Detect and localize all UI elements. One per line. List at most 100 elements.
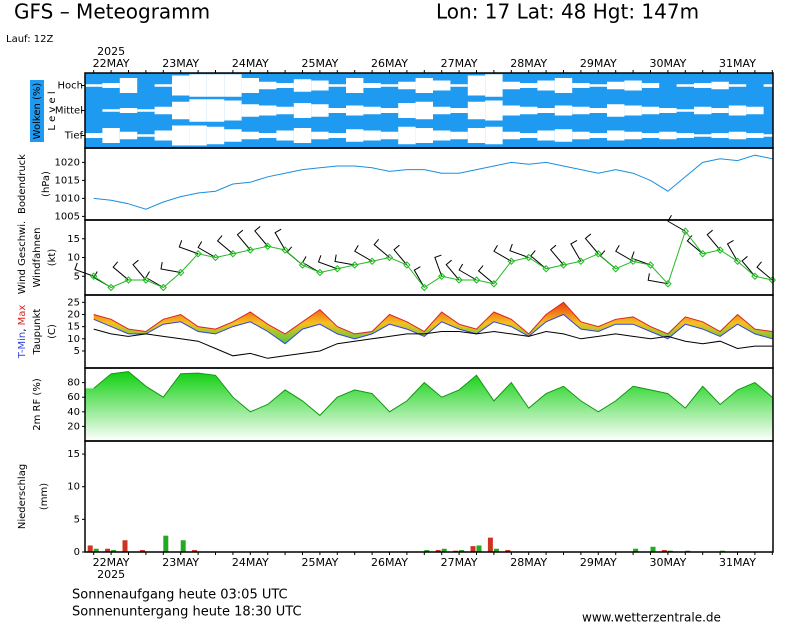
precip-bar (139, 550, 145, 552)
precip-bar (505, 550, 511, 552)
cloud-cover (485, 126, 503, 145)
wind-barb (254, 226, 269, 247)
cloud-cover (137, 134, 155, 137)
wind-point (89, 272, 98, 280)
cloud-cover (467, 128, 486, 143)
wind-point (107, 283, 115, 292)
date-label: 30MAY (649, 556, 686, 569)
y-label2: L e v e l (47, 91, 58, 130)
wind-barb (741, 256, 756, 277)
wind-point (350, 261, 359, 269)
cloud-cover (520, 83, 538, 88)
cloud-cover (624, 105, 642, 116)
wind-point (159, 283, 168, 292)
precip-bar (87, 545, 93, 552)
cloud-cover (554, 129, 573, 142)
cloud-cover (241, 104, 259, 117)
wind-barb (631, 251, 651, 266)
cloud-cover (241, 78, 259, 93)
cloud-cover (172, 101, 190, 120)
cloud-cover (380, 131, 399, 140)
cloud-cover (728, 105, 747, 116)
cloud-cover (433, 80, 451, 91)
cloud-cover (607, 81, 625, 90)
wind-barb (530, 250, 547, 270)
cloud-cover (363, 83, 381, 88)
date-label: 30MAY (649, 57, 686, 70)
date-label: 28MAY (510, 57, 547, 70)
cloud-cover (172, 75, 190, 96)
cloud-cover (520, 133, 538, 138)
wind-point (176, 268, 185, 277)
y-tick-label: 20 (67, 309, 80, 320)
cloud-cover (328, 84, 346, 87)
wind-barb (354, 244, 373, 262)
cloud-cover (467, 75, 486, 96)
location: Lon: 17 Lat: 48 Hgt: 147m (436, 0, 699, 24)
cloud-cover (415, 101, 433, 120)
date-label: 31MAY (719, 556, 756, 569)
cloud-cover (537, 130, 555, 141)
date-label: 23MAY (162, 556, 199, 569)
cloud-cover (189, 74, 207, 97)
wind-point (142, 276, 150, 284)
cloud-cover (276, 83, 294, 88)
precip-bar (650, 546, 656, 552)
cloud-cover (206, 99, 225, 122)
wind-point (281, 246, 289, 254)
cloud-cover (589, 133, 607, 138)
y-tick-label: 15 (67, 449, 80, 460)
cloud-cover (607, 130, 625, 141)
cloud-cover (589, 108, 607, 113)
cloud-cover (119, 108, 138, 113)
cloud-cover (206, 74, 225, 97)
wind-barb (393, 244, 408, 266)
legend-entry: T-Min (17, 332, 28, 360)
wind-point (507, 257, 516, 265)
wind-barb (413, 266, 425, 288)
wind-point (542, 265, 550, 273)
cloud-cover (659, 131, 677, 140)
cloud-cover (554, 105, 573, 116)
cloud-cover (624, 131, 642, 140)
wind-barb (706, 229, 721, 251)
cloud-cover (624, 80, 642, 91)
cloud-cover (154, 84, 172, 87)
y-tick-label: 10 (67, 482, 80, 493)
y-tick-label: 5 (74, 271, 80, 282)
wind-barb (236, 229, 251, 251)
wind-point (472, 276, 481, 284)
wind-barb (570, 239, 582, 262)
date-label: 27MAY (441, 556, 478, 569)
cloud-cover (328, 133, 346, 138)
precip-bar (122, 540, 128, 552)
run: Lauf: 12Z (6, 34, 53, 45)
precip-bar (476, 545, 482, 552)
cloud-cover (363, 106, 381, 115)
cloud-cover (676, 84, 694, 87)
precip-bar (163, 535, 169, 552)
y-tick-label: 40 (67, 407, 80, 418)
date-label: 24MAY (232, 556, 269, 569)
cloud-cover (154, 130, 172, 141)
wind-point (385, 253, 394, 262)
cloud-cover (572, 83, 590, 88)
precip-bar (435, 550, 441, 552)
cloud-cover (433, 106, 451, 115)
cloud-cover (572, 106, 590, 115)
cloud-cover (641, 83, 660, 88)
cloud-cover (259, 81, 277, 90)
cloud-cover (502, 131, 520, 140)
layer-label: Mittel (55, 106, 83, 117)
wind-point (333, 265, 342, 273)
wind-barb (93, 271, 112, 288)
wind-point (420, 283, 429, 292)
rh-area (85, 371, 773, 441)
wind-point (681, 227, 690, 235)
cloud-cover (398, 126, 416, 145)
cloud-cover (398, 81, 416, 90)
cloud-cover (311, 80, 329, 91)
y-tick-label: 5 (74, 514, 80, 525)
temp-line (93, 301, 773, 335)
precip-bar (180, 540, 186, 552)
